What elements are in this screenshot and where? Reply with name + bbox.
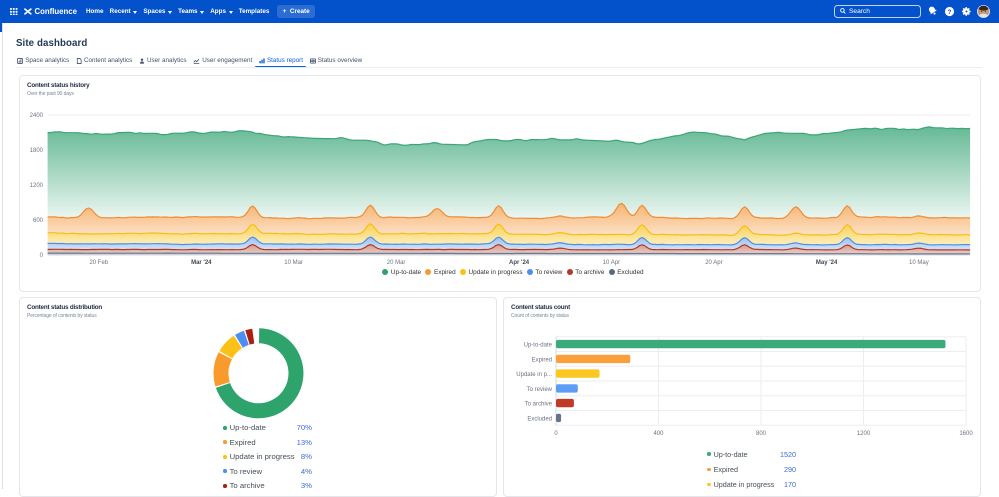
svg-text:800: 800	[756, 431, 767, 437]
svg-text:Update in p...: Update in p...	[516, 372, 552, 378]
svg-text:May '24: May '24	[816, 260, 838, 266]
svg-text:0: 0	[40, 253, 44, 259]
svg-text:Apr '24: Apr '24	[509, 260, 530, 266]
svg-text:1600: 1600	[959, 431, 973, 437]
svg-text:20 Feb: 20 Feb	[89, 260, 108, 266]
svg-text:1200: 1200	[30, 183, 44, 189]
svg-text:10 Mar: 10 Mar	[284, 260, 303, 266]
svg-text:20 Mar: 20 Mar	[387, 260, 406, 266]
svg-text:Mar '24: Mar '24	[191, 260, 212, 266]
svg-text:10 Apr: 10 Apr	[603, 260, 620, 266]
svg-text:1200: 1200	[857, 431, 871, 437]
svg-text:1800: 1800	[30, 148, 44, 154]
svg-text:600: 600	[33, 218, 44, 224]
svg-text:0: 0	[554, 431, 558, 437]
svg-text:Expired: Expired	[532, 357, 552, 363]
svg-text:?: ?	[948, 8, 952, 15]
svg-text:2400: 2400	[30, 113, 44, 119]
svg-text:To review: To review	[527, 387, 553, 393]
svg-text:Up-to-date: Up-to-date	[524, 343, 553, 349]
svg-text:To archive: To archive	[525, 402, 553, 408]
svg-text:10 May: 10 May	[909, 260, 929, 266]
svg-text:20 Apr: 20 Apr	[705, 260, 722, 266]
svg-text:Excluded: Excluded	[527, 416, 552, 422]
svg-text:400: 400	[653, 431, 664, 437]
